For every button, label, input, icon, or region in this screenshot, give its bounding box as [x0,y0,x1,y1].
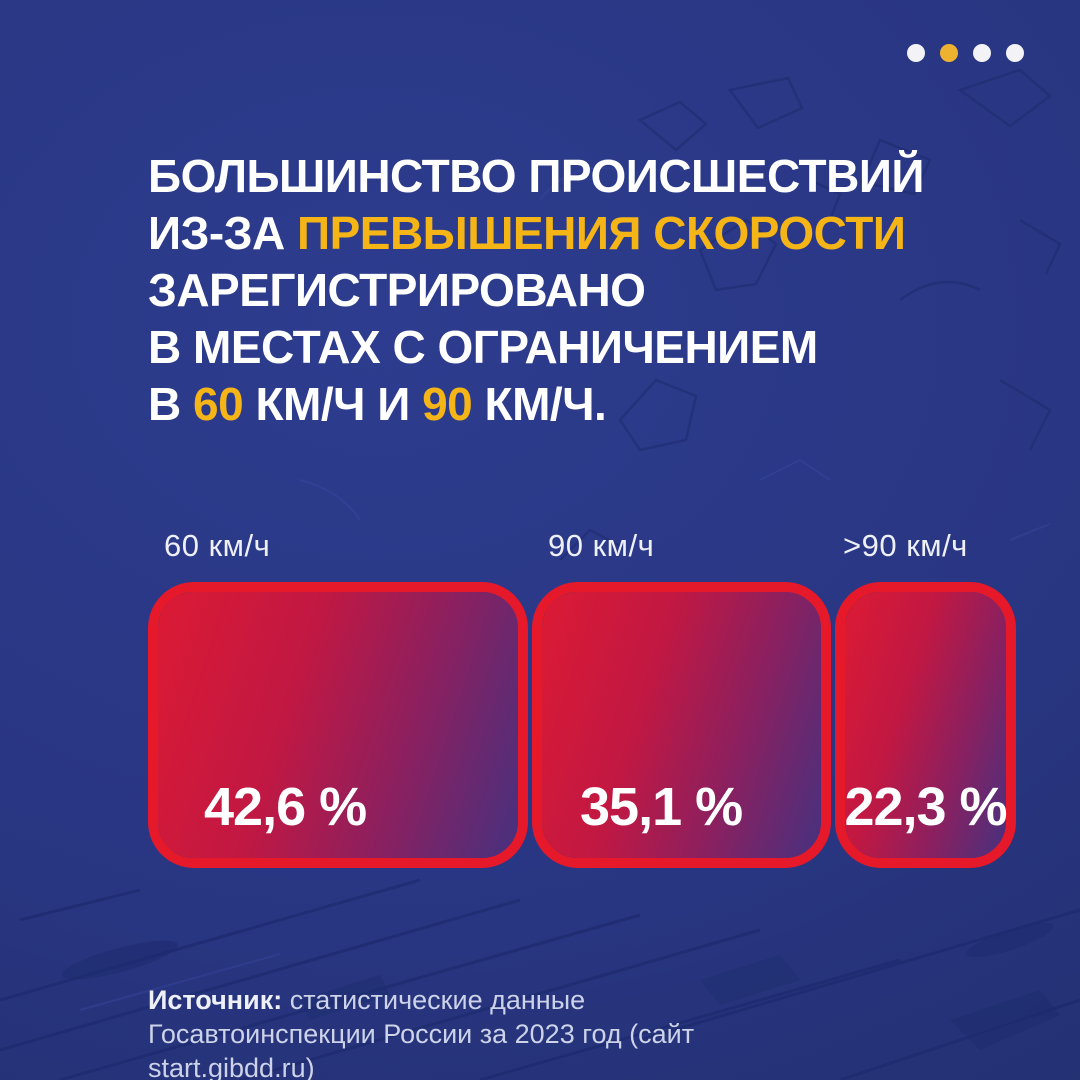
chart-column-60kmh: 60 км/ч 42,6 % [148,528,528,868]
pagination-dot-4[interactable] [1006,44,1024,62]
headline: БОЛЬШИНСТВО ПРОИСШЕСТВИЙ ИЗ-ЗА ПРЕВЫШЕНИ… [148,148,924,433]
pagination-dot-1[interactable] [907,44,925,62]
source-label: Источник: [148,985,283,1015]
headline-line-1: БОЛЬШИНСТВО ПРОИСШЕСТВИЙ [148,150,924,202]
headline-line-4: В МЕСТАХ С ОГРАНИЧЕНИЕМ [148,321,818,373]
pagination-dot-2-active[interactable] [940,44,958,62]
headline-line-3: ЗАРЕГИСТРИРОВАНО [148,264,646,316]
headline-accent-60: 60 [193,378,244,430]
percentage-value-over90: 22,3 % [844,777,1007,837]
chart-column-90kmh: 90 км/ч 35,1 % [532,528,831,868]
percentage-square-over90kmh: 22,3 % [835,582,1016,868]
percentage-value-60: 42,6 % [204,777,367,837]
pagination-dot-3[interactable] [973,44,991,62]
headline-accent-speeding: ПРЕВЫШЕНИЯ СКОРОСТИ [297,207,906,259]
pagination-dots [907,44,1024,62]
speed-limit-label-90: 90 км/ч [548,528,655,563]
percentage-square-60kmh: 42,6 % [148,582,528,868]
headline-line-5: В 60 КМ/Ч И 90 КМ/Ч. [148,378,607,430]
source-text: статистические данные Госавтоинспекции Р… [148,985,695,1080]
chart-column-over90kmh: >90 км/ч 22,3 % [835,528,1016,868]
percentage-value-90: 35,1 % [580,777,743,837]
speed-limit-label-60: 60 км/ч [164,528,271,563]
headline-line-2: ИЗ-ЗА ПРЕВЫШЕНИЯ СКОРОСТИ [148,207,906,259]
speed-limit-label-over90: >90 км/ч [843,528,968,563]
percentage-square-90kmh: 35,1 % [532,582,831,868]
headline-accent-90: 90 [422,378,473,430]
source-note: Источник: статистические данные Госавтои… [148,983,808,1080]
